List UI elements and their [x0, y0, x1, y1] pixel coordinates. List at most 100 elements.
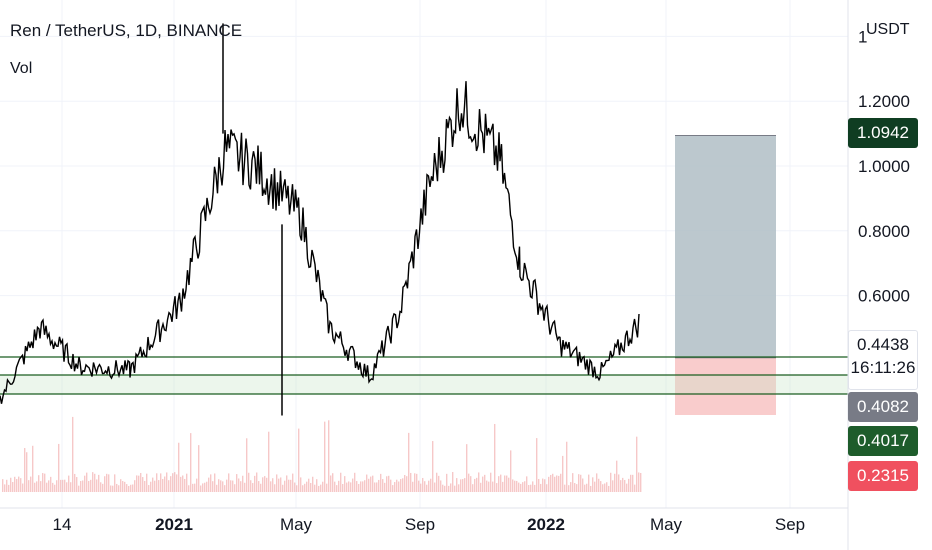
volume-bar — [374, 482, 376, 492]
price-tick-label: 0.6000 — [858, 287, 910, 306]
volume-bar — [10, 477, 12, 492]
volume-bar — [314, 484, 316, 492]
volume-bar — [22, 483, 24, 492]
time-axis-labels: 14 2021 May Sep 2022 May Sep — [53, 515, 806, 534]
volume-bar — [604, 483, 606, 492]
volume-bar — [120, 479, 122, 492]
volume-bar — [396, 479, 398, 492]
volume-bar — [4, 484, 6, 492]
volume-bar — [124, 481, 126, 492]
volume-bar — [550, 474, 552, 492]
volume-bar — [222, 481, 224, 492]
volume-bar — [470, 476, 472, 492]
volume-bar — [490, 472, 492, 492]
volume-bar — [242, 475, 244, 492]
volume-bar — [442, 484, 444, 492]
volume-bar — [594, 481, 596, 492]
price-axis-labels: 1 1.2000 1.0000 0.8000 0.6000 — [858, 27, 910, 305]
volume-bar — [244, 482, 246, 492]
volume-bar — [324, 421, 326, 492]
volume-bar — [572, 473, 574, 492]
volume-bar — [274, 484, 276, 492]
time-tick-label: Sep — [775, 515, 805, 534]
volume-bar — [266, 477, 268, 492]
volume-bar — [612, 480, 614, 492]
time-tick-label: 14 — [53, 515, 72, 534]
volume-bar — [308, 478, 310, 492]
target-price-tag: 1.0942 — [848, 118, 918, 148]
volume-bar — [372, 475, 374, 492]
volume-bar — [216, 484, 218, 492]
volume-bar — [634, 484, 636, 492]
volume-bar — [518, 482, 520, 492]
volume-bar — [428, 480, 430, 492]
volume-bar — [578, 474, 580, 492]
volume-bar — [76, 477, 78, 492]
volume-bar — [160, 473, 162, 492]
volume-bar — [202, 483, 204, 492]
volume-bar — [128, 485, 130, 492]
volume-bar — [238, 478, 240, 492]
volume-legend[interactable]: Vol — [10, 60, 33, 77]
volume-bar — [174, 472, 176, 492]
volume-bar — [210, 474, 212, 492]
volume-bar — [204, 482, 206, 492]
volume-bar — [208, 477, 210, 492]
volume-bar — [80, 480, 82, 492]
volume-bar — [370, 476, 372, 492]
volume-bar — [18, 476, 20, 492]
volume-bar — [262, 477, 264, 492]
volume-bar — [146, 473, 148, 492]
volume-bar — [288, 479, 290, 492]
volume-bar — [632, 474, 634, 492]
volume-bar — [354, 472, 356, 492]
volume-bar — [506, 475, 508, 492]
volume-bar — [476, 477, 478, 492]
volume-bar — [194, 483, 196, 492]
time-tick-label: May — [650, 515, 683, 534]
volume-bar — [158, 480, 160, 492]
time-tick-label: 2021 — [155, 515, 193, 534]
volume-bar — [338, 480, 340, 492]
volume-bar — [528, 485, 530, 492]
volume-bar — [206, 481, 208, 492]
volume-bar — [522, 482, 524, 492]
volume-bar — [318, 485, 320, 492]
volume-bar — [418, 480, 420, 492]
volume-bar — [388, 475, 390, 492]
volume-bar — [82, 480, 84, 492]
volume-bar — [26, 452, 28, 492]
volume-bar — [94, 473, 96, 492]
volume-bar — [432, 441, 434, 492]
volume-bar — [608, 485, 610, 492]
volume-bar — [484, 474, 486, 492]
volume-bar — [136, 475, 138, 492]
price-tick-label: 1 — [858, 27, 867, 46]
symbol-legend[interactable]: Ren / TetherUS, 1D, BINANCE — [10, 21, 243, 40]
volume-bar — [122, 481, 124, 492]
volume-bar — [38, 475, 40, 492]
volume-bar — [176, 474, 178, 492]
volume-bar — [630, 474, 632, 492]
current-price-tag: 0.4438 16:11:26 — [848, 330, 918, 390]
volume-bar — [332, 473, 334, 492]
volume-bar — [126, 484, 128, 492]
volume-bar — [110, 485, 112, 492]
volume-bar — [620, 480, 622, 492]
volume-bar — [326, 483, 328, 492]
volume-bar — [58, 443, 60, 492]
volume-bar — [270, 481, 272, 492]
volume-bar — [444, 485, 446, 492]
volume-bar — [464, 478, 466, 492]
volume-bar — [70, 482, 72, 492]
volume-bar — [472, 484, 474, 492]
volume-bar — [614, 473, 616, 492]
volume-bar — [566, 441, 568, 492]
volume-bar — [226, 479, 228, 492]
time-tick-label: May — [280, 515, 313, 534]
long-position-tool[interactable] — [675, 134, 776, 415]
volume-bar — [342, 483, 344, 492]
volume-bar — [164, 476, 166, 492]
